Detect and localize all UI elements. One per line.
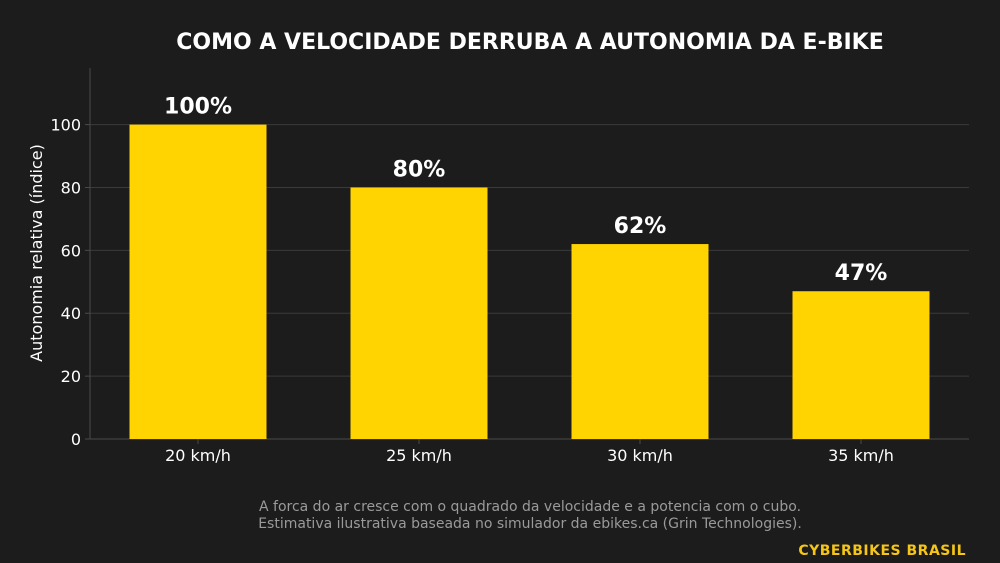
y-tick-label: 100 — [50, 116, 81, 135]
brand-logo-text: CYBERBIKES BRASIL — [798, 543, 966, 559]
footnote-line-1: A forca do ar cresce com o quadrado da v… — [259, 499, 801, 515]
y-axis-label: Autonomia relativa (índice) — [27, 144, 46, 362]
x-tick-labels: 20 km/h 25 km/h 30 km/h 35 km/h — [165, 446, 894, 465]
x-tick-label: 25 km/h — [386, 446, 452, 465]
x-tick-label: 35 km/h — [828, 446, 894, 465]
chart-title: COMO A VELOCIDADE DERRUBA A AUTONOMIA DA… — [176, 30, 883, 55]
x-tick-label: 20 km/h — [165, 446, 231, 465]
bar-value-label: 62% — [614, 214, 667, 239]
y-tick-label: 80 — [61, 178, 81, 197]
bars — [129, 124, 930, 439]
bar-value-label: 80% — [393, 157, 446, 182]
y-tick-label: 0 — [71, 430, 81, 449]
bar — [129, 124, 267, 439]
bar-value-label: 100% — [164, 95, 232, 120]
bar — [571, 244, 709, 439]
y-tick-labels: 0 20 40 60 80 100 — [50, 116, 81, 449]
x-tick-label: 30 km/h — [607, 446, 673, 465]
footnote-line-2: Estimativa ilustrativa baseada no simula… — [258, 516, 802, 532]
y-tick-label: 20 — [61, 367, 81, 386]
bar-value-label: 47% — [835, 261, 888, 286]
data-labels: 100% 80% 62% 47% — [164, 95, 887, 287]
y-tick-label: 40 — [61, 304, 81, 323]
bar — [350, 187, 488, 439]
y-tick-label: 60 — [61, 241, 81, 260]
bar — [792, 291, 930, 439]
